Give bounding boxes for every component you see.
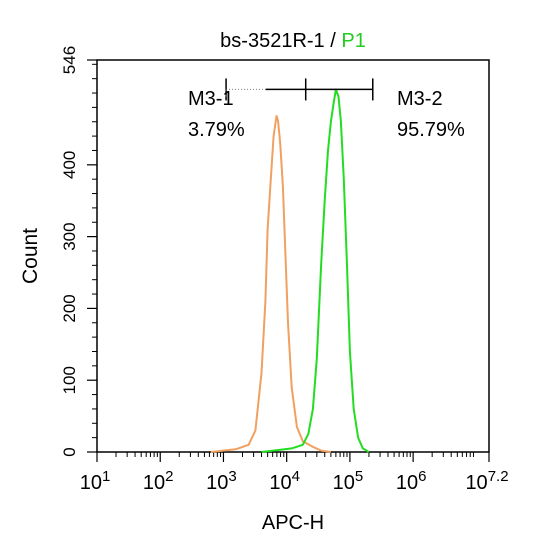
x-tick-exponent: 5 [355,468,363,485]
x-tick-exponent: 4 [292,468,300,485]
x-tick-label: 104 [269,468,300,494]
x-tick-base: 10 [333,472,355,494]
y-tick-label: 400 [60,151,79,179]
y-tick-label: 100 [60,366,79,394]
marker-m3-1-percent: 3.79% [188,119,245,141]
y-tick-label: 0 [60,447,79,456]
x-axis: 101 102 103 104 105 106 107.2 [80,452,509,494]
y-axis-label: Count [19,228,42,284]
chart-title: bs-3521R-1 / P1 [220,30,366,52]
x-tick-exponent: 3 [228,468,236,485]
x-tick-base: 10 [396,472,418,494]
x-tick-exponent: 1 [102,468,110,485]
marker-m3-2-name: M3-2 [397,88,443,110]
x-tick-exponent: 7.2 [488,468,509,485]
x-tick-base: 10 [465,472,487,494]
x-tick-base: 10 [80,472,102,494]
y-axis: 0 100 200 300 400 546 [60,46,97,457]
x-tick-base: 10 [143,472,165,494]
y-tick-label: 300 [60,222,79,250]
marker-layer: M3-1 3.79% M3-2 95.79% [188,78,465,141]
x-tick-exponent: 6 [418,468,426,485]
chart-title-separator: / [325,30,342,52]
plot-frame [96,59,490,453]
x-tick-base: 10 [206,472,228,494]
chart-title-gate: P1 [341,30,365,52]
y-tick-label: 200 [60,294,79,322]
x-tick-label: 106 [396,468,427,494]
series-line-1 [210,115,332,453]
marker-m3-2-percent: 95.79% [397,119,465,141]
x-tick-label: 107.2 [465,468,508,494]
y-tick-label: 546 [60,46,79,74]
x-tick-label: 105 [333,468,364,494]
x-tick-base: 10 [269,472,291,494]
marker-m3-1-name: M3-1 [188,88,234,110]
x-tick-label: 101 [80,468,111,494]
x-tick-exponent: 2 [165,468,173,485]
chart-title-sample: bs-3521R-1 [220,30,325,52]
series-line-2 [261,88,370,453]
x-tick-label: 102 [143,468,174,494]
x-tick-label: 103 [206,468,237,494]
plot-area [96,59,490,453]
x-axis-label: APC-H [262,512,324,534]
series-layer [210,88,370,453]
